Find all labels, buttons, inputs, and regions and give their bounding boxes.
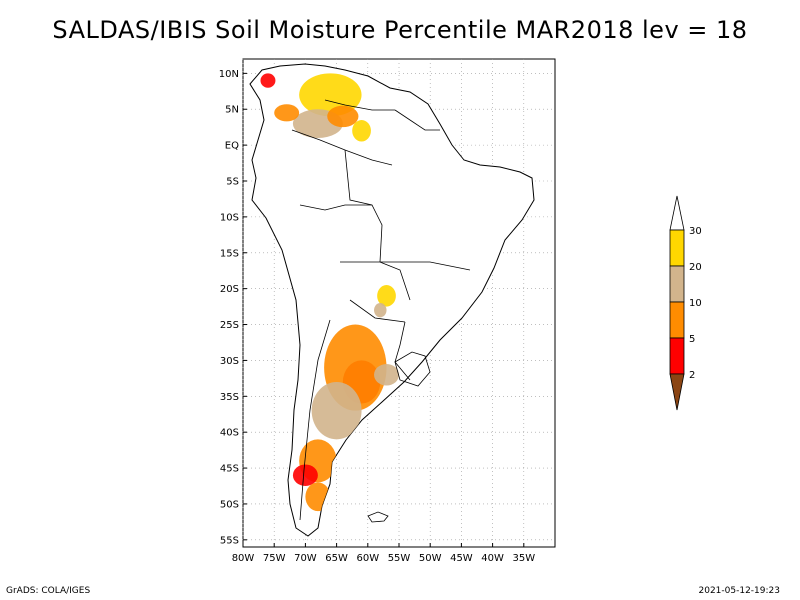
legend-level-label: 10 [689, 298, 702, 309]
legend-level-label: 30 [689, 226, 702, 237]
lon-tick-label: 70W [294, 553, 317, 564]
legend-swatch [669, 337, 685, 375]
legend-level-label: 20 [689, 262, 702, 273]
lat-tick-label: 50S [220, 499, 239, 510]
lat-tick-label: 20S [220, 284, 239, 295]
percentile-region [311, 381, 362, 440]
color-legend: 30 20 10 5 2 [669, 195, 702, 411]
uruguay-outline [394, 351, 431, 387]
percentile-region [377, 285, 396, 307]
lat-tick-label: 15S [220, 248, 239, 259]
percentile-shading [260, 73, 399, 512]
country-borders [291, 99, 471, 521]
percentile-region [327, 105, 359, 128]
legend-swatch-top [669, 195, 685, 231]
percentile-region [274, 104, 300, 122]
lon-tick-label: 75W [263, 553, 286, 564]
lat-tick-label: 35S [220, 392, 239, 403]
legend-level-label: 2 [689, 370, 695, 381]
lon-tick-label: 60W [356, 553, 379, 564]
legend-swatch [669, 301, 685, 339]
lat-tick-label: 25S [220, 320, 239, 331]
percentile-region [374, 303, 387, 318]
lon-tick-label: 65W [325, 553, 348, 564]
lat-tick-label: 5N [225, 105, 239, 116]
legend-swatch-bottom [669, 373, 685, 411]
legend-level-label: 5 [689, 334, 695, 345]
percentile-region [292, 464, 318, 486]
lat-tick-label: 55S [220, 535, 239, 546]
percentile-region [374, 364, 399, 386]
legend-swatch [669, 265, 685, 303]
footer-timestamp: 2021-05-12-19:23 [698, 586, 781, 596]
lon-tick-label: 50W [419, 553, 442, 564]
lon-tick-label: 40W [481, 553, 504, 564]
lon-tick-label: 35W [512, 553, 535, 564]
percentile-region [352, 120, 371, 142]
lat-tick-label: 30S [220, 356, 239, 367]
percentile-region [299, 73, 362, 117]
lat-tick-label: 5S [226, 177, 239, 188]
lon-tick-label: 55W [388, 553, 411, 564]
latitude-axis: 10N 5N EQ 5S 10S 15S 20S 25S 30S 35S 40S 45S 50S 55S [219, 69, 247, 546]
lat-tick-label: 10S [220, 212, 239, 223]
lat-tick-label: 40S [220, 428, 239, 439]
legend-swatch [669, 229, 685, 267]
lat-tick-label: EQ [225, 141, 239, 152]
falkland-islands [367, 511, 389, 523]
longitude-axis: 80W 75W 70W 65W 60W 55W 50W 45W 40W 35W [232, 543, 535, 564]
lon-tick-label: 45W [450, 553, 473, 564]
footer-credit: GrADS: COLA/IGES [6, 586, 91, 596]
map-title: SALDAS/IBIS Soil Moisture Percentile MAR… [52, 16, 748, 44]
lon-tick-label: 80W [232, 553, 255, 564]
percentile-region [260, 73, 276, 88]
lat-tick-label: 10N [219, 69, 239, 80]
lat-tick-label: 45S [220, 464, 239, 475]
